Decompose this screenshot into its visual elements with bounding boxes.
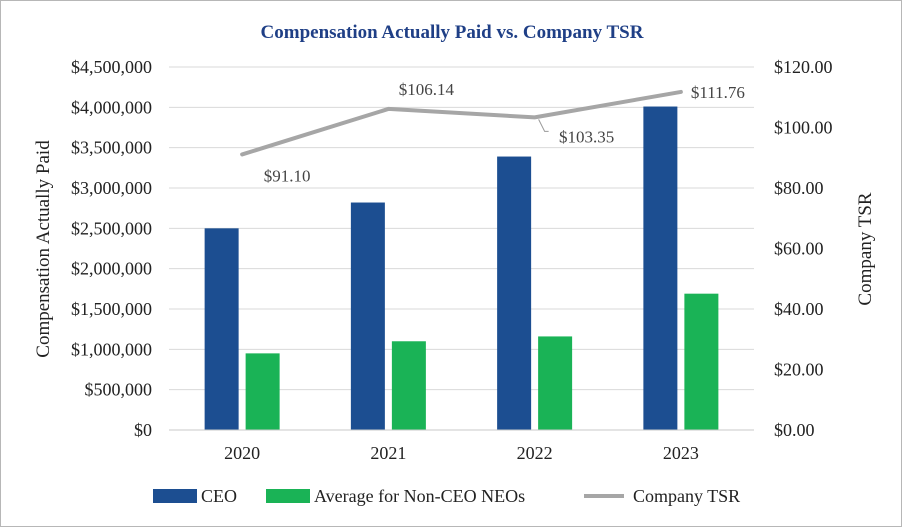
left-tick-label: $0 [134, 420, 152, 440]
right-tick-label: $40.00 [774, 299, 824, 319]
left-tick-label: $1,500,000 [71, 299, 152, 319]
bars [204, 106, 719, 431]
right-tick-label: $60.00 [774, 239, 824, 259]
left-axis-title: Compensation Actually Paid [33, 140, 54, 358]
bar-ceo-2020 [204, 228, 239, 430]
bar-ceo-2023 [643, 106, 678, 430]
legend-label-ceo: CEO [201, 486, 237, 506]
tsr-data-label: $106.14 [399, 80, 455, 99]
tsr-data-label: $91.10 [264, 166, 311, 185]
legend-label-non-ceo: Average for Non-CEO NEOs [314, 486, 525, 506]
x-axis-ticks: 2020 2021 2022 2023 [224, 443, 699, 463]
left-tick-label: $2,500,000 [71, 218, 152, 238]
tsr-data-label: $111.76 [691, 83, 745, 102]
bar-ceo-2022 [497, 156, 532, 431]
right-tick-label: $0.00 [774, 420, 815, 440]
left-axis-ticks: $0 $500,000 $1,000,000 $1,500,000 $2,000,000… [71, 57, 152, 440]
tsr-label-leader [538, 119, 549, 132]
bar-non-ceo-2022 [538, 336, 573, 430]
right-tick-label: $20.00 [774, 360, 824, 380]
right-tick-label: $100.00 [774, 118, 833, 138]
right-axis-title: Company TSR [855, 192, 876, 305]
right-tick-label: $80.00 [774, 178, 824, 198]
bar-non-ceo-2020 [245, 353, 280, 430]
legend-swatch-non-ceo [266, 489, 310, 503]
legend-label-tsr: Company TSR [633, 486, 740, 506]
x-tick-label: 2020 [224, 443, 260, 463]
x-tick-label: 2021 [370, 443, 406, 463]
right-tick-label: $120.00 [774, 57, 833, 77]
tsr-line-group: $91.10 $106.14 $103.35 $111.76 [240, 80, 745, 185]
bar-non-ceo-2021 [391, 341, 426, 430]
x-tick-label: 2022 [517, 443, 553, 463]
left-tick-label: $3,500,000 [71, 138, 152, 158]
tsr-line [240, 89, 683, 157]
bar-non-ceo-2023 [684, 293, 719, 430]
legend: CEO Average for Non-CEO NEOs Company TSR [153, 486, 740, 506]
left-tick-label: $500,000 [85, 380, 153, 400]
left-tick-label: $2,000,000 [71, 259, 152, 279]
right-axis-ticks: $0.00 $20.00 $40.00 $60.00 $80.00 $100.00 $120… [774, 57, 833, 440]
x-tick-label: 2023 [663, 443, 699, 463]
left-tick-label: $4,000,000 [71, 97, 152, 117]
bar-ceo-2021 [350, 202, 385, 430]
chart-title: Compensation Actually Paid vs. Company T… [261, 22, 644, 43]
tsr-data-label: $103.35 [559, 127, 614, 146]
legend-swatch-ceo [153, 489, 197, 503]
left-tick-label: $1,000,000 [71, 339, 152, 359]
left-tick-label: $4,500,000 [71, 57, 152, 77]
left-tick-label: $3,000,000 [71, 178, 152, 198]
